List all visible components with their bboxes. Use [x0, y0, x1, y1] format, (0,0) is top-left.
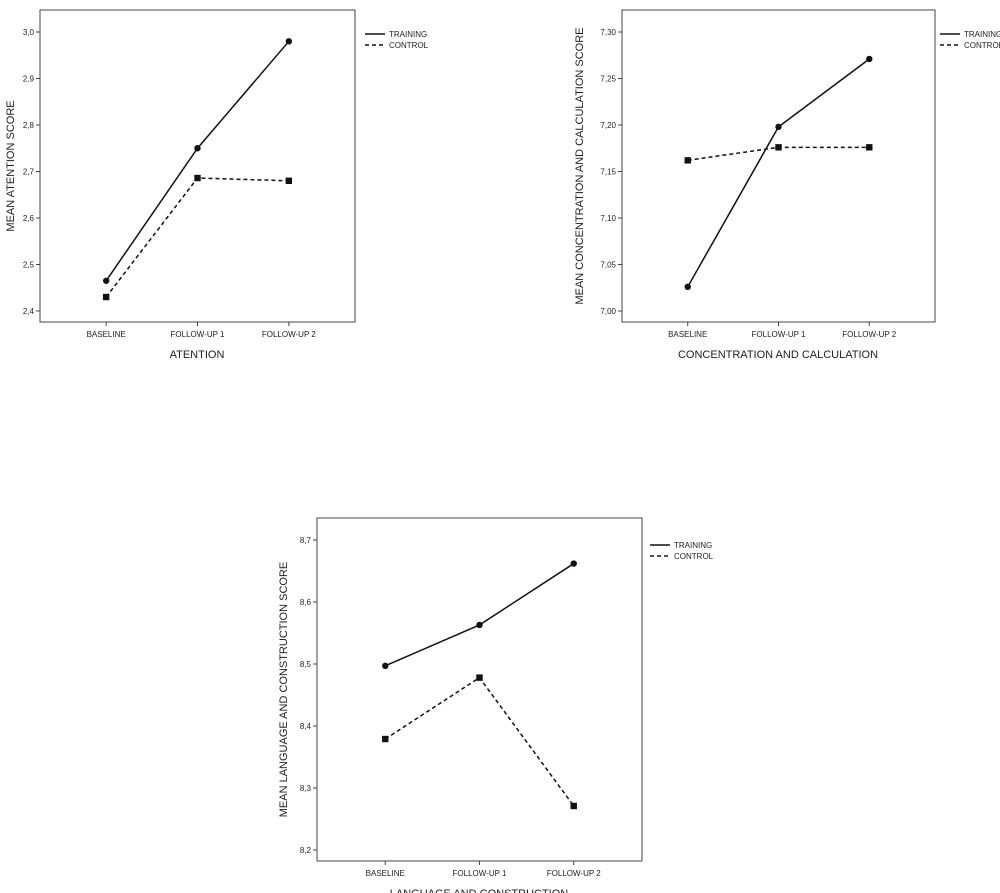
y-tick-label: 7,25 — [600, 75, 616, 84]
x-tick-label: FOLLOW-UP 1 — [453, 869, 507, 878]
plot-frame — [39, 9, 356, 323]
y-tick-label: 7,30 — [600, 28, 616, 37]
x-tick-label: FOLLOW-UP 1 — [171, 330, 225, 339]
data-point-training — [382, 662, 389, 670]
x-tick-label: FOLLOW-UP 2 — [547, 869, 601, 878]
y-axis-title: MEAN ATENTION SCORE — [5, 100, 17, 231]
data-point-training — [476, 621, 483, 629]
data-point-control — [102, 293, 110, 301]
y-tick-label: 7,10 — [600, 214, 616, 223]
legend-label-control: CONTROL — [674, 552, 714, 561]
data-point-training — [102, 277, 110, 284]
y-tick-label: 2,7 — [23, 168, 35, 177]
x-tick-label: FOLLOW-UP 2 — [262, 330, 316, 339]
y-tick-label: 8,7 — [300, 536, 312, 545]
plot-frame — [621, 9, 936, 323]
x-tick-label: BASELINE — [366, 869, 405, 878]
data-point-control — [866, 144, 873, 151]
x-axis-title: ATENTION — [170, 349, 225, 361]
data-point-control — [775, 144, 782, 151]
chart-1: 2,4 2,5 2,6 2,7 2,8 2,9 3,0 BASELINE FOLLOW-UP 1… — [5, 9, 429, 361]
data-point-control — [476, 674, 483, 681]
y-tick-label: 8,3 — [300, 784, 312, 793]
y-tick-label: 7,00 — [600, 307, 616, 316]
y-tick-label: 3,0 — [23, 28, 35, 37]
y-tick-label: 2,6 — [23, 214, 35, 223]
x-tick-label: BASELINE — [668, 330, 707, 339]
legend-label-training: TRAINING — [674, 541, 712, 550]
data-point-training — [866, 55, 873, 63]
y-tick-label: 2,9 — [23, 75, 35, 84]
data-point-control — [570, 802, 577, 810]
x-tick-label: BASELINE — [87, 330, 126, 339]
data-point-control — [285, 177, 293, 184]
y-axis-title: MEAN CONCENTRATION AND CALCULATION SCORE — [574, 27, 586, 304]
y-tick-label: 2,4 — [23, 307, 35, 316]
y-tick-label: 7,05 — [600, 261, 616, 270]
plot-frame — [316, 517, 643, 862]
y-tick-label: 2,8 — [23, 121, 35, 130]
data-point-control — [684, 157, 691, 164]
x-tick-label: FOLLOW-UP 2 — [842, 330, 896, 339]
y-tick-label: 8,4 — [300, 722, 312, 731]
legend-label-control: CONTROL — [964, 41, 1000, 50]
data-point-training — [570, 560, 577, 567]
legend-label-control: CONTROL — [389, 41, 429, 50]
legend-label-training: TRAINING — [389, 30, 427, 39]
data-point-training — [194, 145, 201, 152]
data-point-training — [285, 38, 293, 45]
y-axis-title: MEAN LANGUAGE AND CONSTRUCTION SCORE — [278, 562, 290, 817]
data-point-control — [194, 174, 201, 182]
y-tick-label: 8,2 — [300, 846, 312, 855]
y-tick-label: 7,15 — [600, 168, 616, 177]
data-point-control — [382, 735, 389, 743]
chart-3: 8,2 8,3 8,4 8,5 8,6 8,7 BASELINE FOLLOW-UP 1 FOL… — [278, 517, 714, 893]
chart-2: 7,00 7,05 7,10 7,15 7,20 7,25 7,30 BASELINE FOLL… — [574, 9, 1000, 361]
data-point-training — [775, 123, 782, 131]
y-tick-label: 8,6 — [300, 598, 312, 607]
x-axis-title: LANGUAGE AND CONSTRUCTION — [390, 888, 569, 893]
legend-label-training: TRAINING — [964, 30, 1000, 39]
data-point-training — [684, 283, 691, 291]
y-tick-label: 8,5 — [300, 660, 312, 669]
x-axis-title: CONCENTRATION AND CALCULATION — [678, 349, 878, 361]
y-tick-label: 2,5 — [23, 261, 35, 270]
x-tick-label: FOLLOW-UP 1 — [752, 330, 806, 339]
y-tick-label: 7,20 — [600, 121, 616, 130]
